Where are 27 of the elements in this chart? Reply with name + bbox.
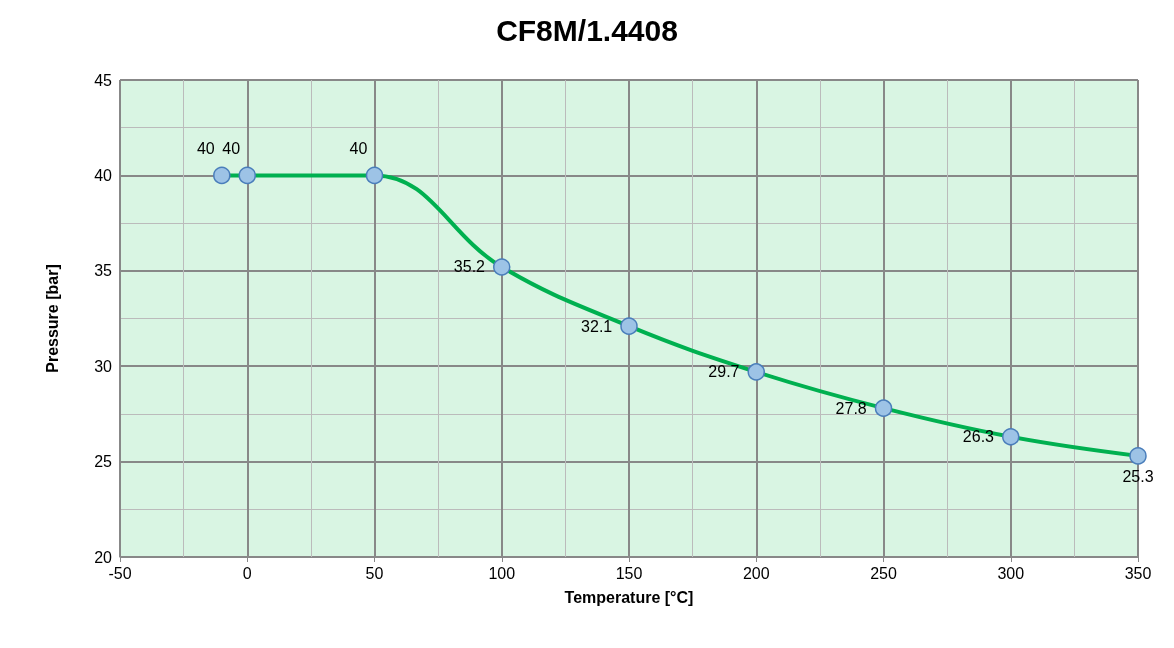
- x-tick-label: 350: [1124, 564, 1152, 582]
- x-tick-label: 150: [615, 564, 643, 582]
- y-tick-label: 20: [94, 548, 113, 566]
- x-tick-label: 0: [242, 564, 252, 582]
- x-axis-title: Temperature [°C]: [564, 588, 694, 606]
- y-tick-label: 25: [94, 453, 113, 471]
- data-label: 40: [222, 140, 241, 158]
- data-label: 40: [349, 140, 368, 158]
- y-tick-label: 45: [94, 71, 113, 89]
- x-tick-label: 100: [488, 564, 516, 582]
- data-label: 32.1: [581, 317, 613, 335]
- data-label: 40: [196, 140, 215, 158]
- y-tick-label: 30: [94, 357, 113, 375]
- x-tick-label: 250: [870, 564, 897, 582]
- data-label: 25.3: [1122, 468, 1154, 486]
- chart-title: CF8M/1.4408: [496, 13, 678, 47]
- data-label: 35.2: [453, 258, 486, 276]
- y-tick-label: 40: [94, 166, 113, 184]
- x-tick-label: 300: [997, 564, 1025, 582]
- y-axis-title: Pressure [bar]: [43, 264, 61, 373]
- x-tick-label: 200: [742, 564, 770, 582]
- x-tick-label: 50: [365, 564, 384, 582]
- data-label: 27.8: [835, 399, 867, 417]
- data-label: 29.7: [708, 363, 740, 381]
- data-label: 26.3: [962, 428, 995, 446]
- x-tick-label: -50: [108, 564, 132, 582]
- y-tick-label: 35: [94, 262, 113, 280]
